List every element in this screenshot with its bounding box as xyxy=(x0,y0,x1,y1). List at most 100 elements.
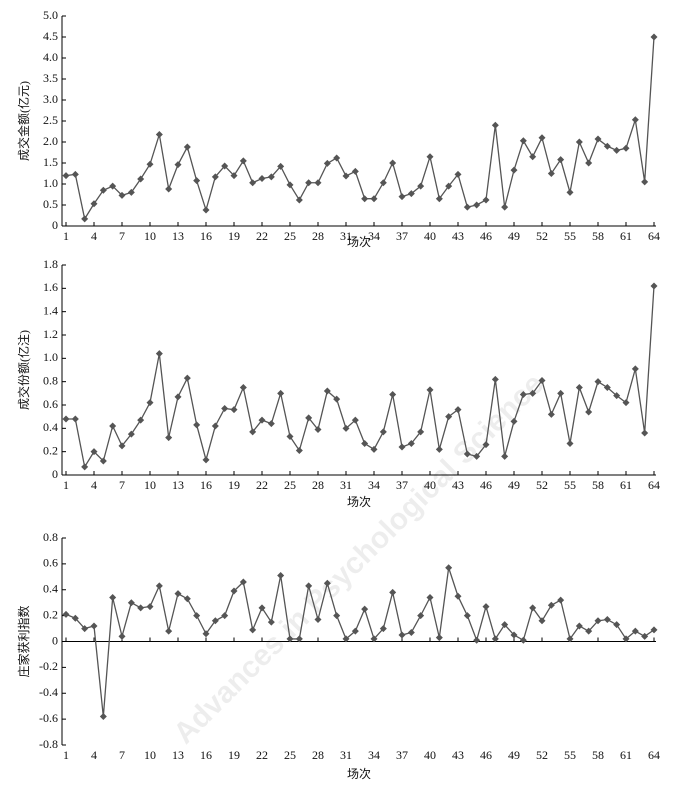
data-point xyxy=(305,179,313,187)
data-point xyxy=(641,632,649,640)
x-tick-label: 13 xyxy=(172,229,184,243)
x-tick-label: 55 xyxy=(564,478,576,492)
data-point xyxy=(230,172,238,180)
data-point xyxy=(361,195,369,203)
y-tick-label: 0.6 xyxy=(43,556,58,570)
data-point xyxy=(613,621,621,629)
data-point xyxy=(454,592,462,600)
data-point xyxy=(547,410,555,418)
x-tick-label: 40 xyxy=(424,229,436,243)
y-tick-label: 0.4 xyxy=(43,420,58,434)
data-point xyxy=(267,420,275,428)
data-point xyxy=(491,121,499,129)
data-point xyxy=(491,375,499,383)
x-tick-label: 64 xyxy=(648,478,660,492)
x-tick-label: 16 xyxy=(200,478,212,492)
y-axis-label: 成交金额(亿元) xyxy=(16,81,31,161)
x-tick-label: 46 xyxy=(480,748,492,762)
data-point xyxy=(239,578,247,586)
data-point xyxy=(473,201,481,209)
x-tick-label: 43 xyxy=(452,478,464,492)
y-tick-label: 0.8 xyxy=(43,530,58,544)
y-tick-label: 1.4 xyxy=(43,303,58,317)
data-point xyxy=(538,617,546,625)
x-tick-label: 34 xyxy=(368,229,380,243)
x-tick-label: 34 xyxy=(368,748,380,762)
x-tick-label: 46 xyxy=(480,229,492,243)
data-point xyxy=(379,179,387,187)
data-point xyxy=(81,625,89,633)
data-point xyxy=(463,612,471,620)
data-point xyxy=(435,634,443,642)
x-tick-label: 49 xyxy=(508,229,520,243)
data-point xyxy=(650,282,658,290)
data-point xyxy=(249,626,257,634)
data-point xyxy=(277,162,285,170)
y-tick-label: 0 xyxy=(52,633,58,647)
data-point xyxy=(445,413,453,421)
y-tick-label: -0.6 xyxy=(39,711,58,725)
data-point xyxy=(137,416,145,424)
data-point xyxy=(211,422,219,430)
y-tick-label: 2.5 xyxy=(43,113,58,127)
x-axis-label: 场次 xyxy=(347,235,371,249)
data-point xyxy=(519,391,527,398)
data-point xyxy=(650,33,658,41)
x-tick-label: 61 xyxy=(620,748,632,762)
x-axis-label: 场次 xyxy=(347,767,371,781)
x-tick-label: 28 xyxy=(312,229,324,243)
x-tick-label: 49 xyxy=(508,478,520,492)
data-point xyxy=(557,389,565,397)
x-tick-label: 4 xyxy=(91,229,97,243)
x-tick-label: 34 xyxy=(368,478,380,492)
data-point xyxy=(211,617,219,625)
data-point xyxy=(174,590,182,598)
y-tick-label: 3.0 xyxy=(43,92,58,106)
x-tick-label: 16 xyxy=(200,748,212,762)
data-point xyxy=(585,627,593,635)
data-point xyxy=(594,617,602,625)
data-point xyxy=(90,448,98,456)
data-point xyxy=(491,635,499,643)
data-point xyxy=(323,579,331,587)
data-point xyxy=(323,387,331,395)
y-axis-label: 庄家获利指数 xyxy=(16,605,31,677)
x-tick-label: 25 xyxy=(284,478,296,492)
data-point xyxy=(641,178,649,186)
data-point xyxy=(389,588,397,596)
x-tick-label: 37 xyxy=(396,748,408,762)
data-point xyxy=(379,625,387,633)
data-point xyxy=(463,450,471,458)
data-point xyxy=(417,428,425,436)
data-point xyxy=(146,603,154,611)
data-point xyxy=(566,635,574,643)
data-point xyxy=(118,442,126,450)
watermark: Advances in Psychological Science xyxy=(167,367,550,750)
data-point xyxy=(127,188,135,196)
data-point xyxy=(295,635,303,643)
x-tick-label: 61 xyxy=(620,229,632,243)
x-tick-label: 37 xyxy=(396,478,408,492)
data-point xyxy=(473,452,481,460)
data-point xyxy=(445,182,453,190)
x-tick-label: 49 xyxy=(508,748,520,762)
data-point xyxy=(529,153,537,161)
data-point xyxy=(183,143,191,151)
data-point xyxy=(81,463,89,471)
data-point xyxy=(118,632,126,640)
data-point xyxy=(407,190,415,198)
data-point xyxy=(398,443,406,451)
data-point xyxy=(361,605,369,613)
data-point xyxy=(435,195,443,203)
y-tick-label: 0.8 xyxy=(43,373,58,387)
data-point xyxy=(90,622,98,630)
data-point xyxy=(146,160,154,168)
x-tick-label: 64 xyxy=(648,748,660,762)
data-point xyxy=(370,445,378,453)
x-tick-label: 58 xyxy=(592,229,604,243)
y-tick-label: 4.5 xyxy=(43,29,58,43)
data-point xyxy=(594,135,602,143)
data-point xyxy=(221,162,229,170)
data-point xyxy=(566,188,574,196)
data-point xyxy=(286,181,294,189)
